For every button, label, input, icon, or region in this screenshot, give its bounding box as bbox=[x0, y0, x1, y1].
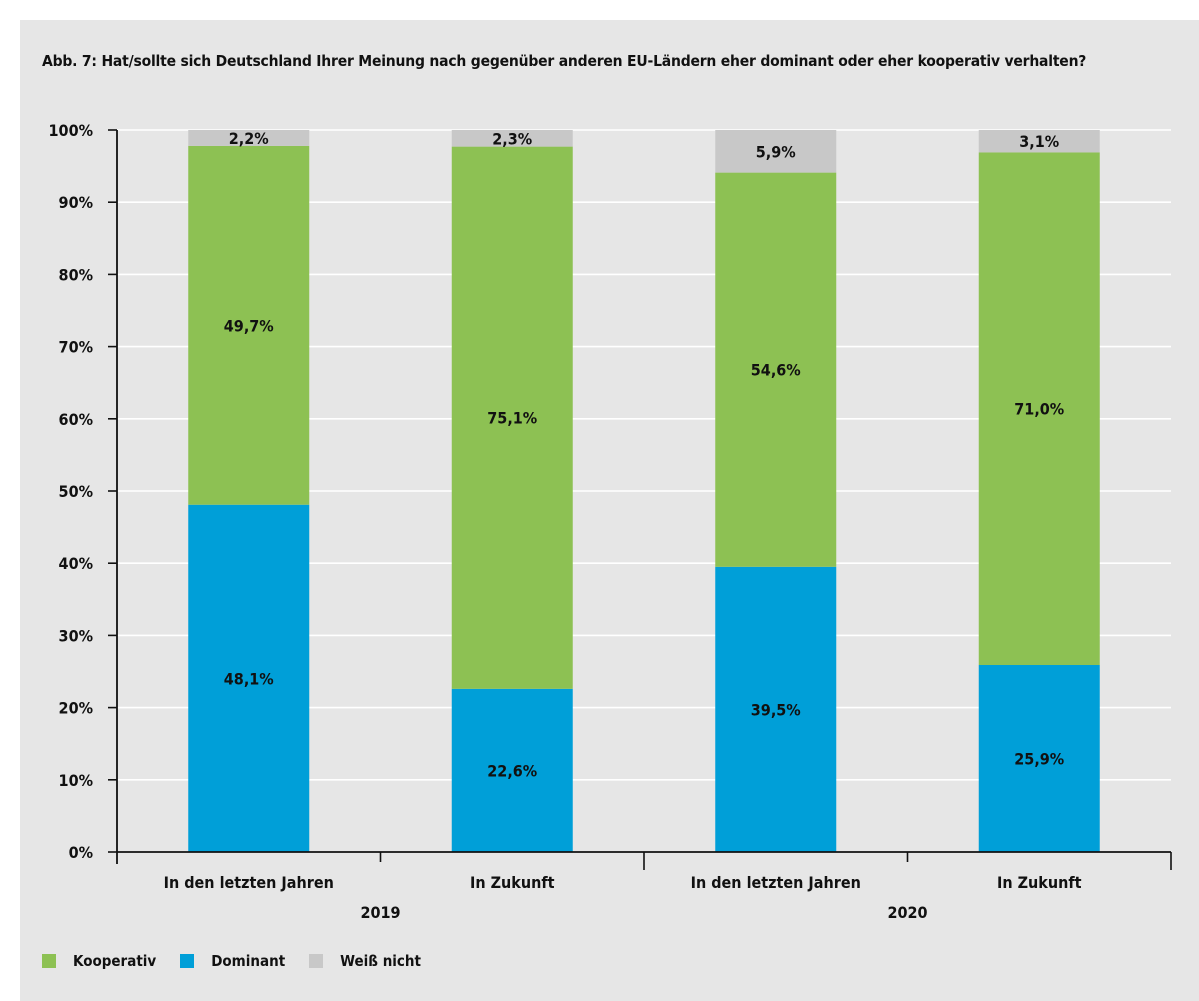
bar-series bbox=[188, 130, 1100, 852]
data-label: 2,2% bbox=[229, 129, 269, 148]
data-label: 22,6% bbox=[487, 761, 537, 780]
y-tick-label: 40% bbox=[59, 554, 93, 573]
legend-swatch-dominant bbox=[180, 954, 195, 968]
data-label: 25,9% bbox=[1014, 750, 1064, 769]
legend-label-dominant: Dominant bbox=[211, 952, 286, 970]
legend-swatch-weiss-nicht bbox=[309, 954, 324, 968]
axes bbox=[108, 129, 1172, 870]
bar-segment-kooperativ bbox=[978, 152, 1100, 666]
x-category-label: In Zukunft bbox=[997, 873, 1082, 892]
y-tick-label: 70% bbox=[59, 338, 93, 357]
legend-label-weiss-nicht: Weiß nicht bbox=[340, 952, 421, 970]
bar-segment-kooperativ bbox=[715, 172, 837, 567]
bar-segment-dominant bbox=[978, 665, 1100, 852]
bar-segment-dominant bbox=[715, 566, 837, 852]
bar-segment-wei-nicht bbox=[715, 130, 837, 173]
data-label: 48,1% bbox=[224, 669, 274, 688]
bar-segment-dominant bbox=[451, 688, 573, 852]
y-tick-label: 50% bbox=[59, 482, 93, 501]
chart-labels: 0% 10% 20% 30% 40% 50% 60% 70% 80% 90% 100% 48,1% 49… bbox=[49, 121, 1082, 922]
data-label: 54,6% bbox=[751, 361, 801, 380]
bar-segment-wei-nicht bbox=[188, 130, 310, 146]
x-category-label: In Zukunft bbox=[470, 873, 555, 892]
bar-segment-wei-nicht bbox=[978, 130, 1100, 153]
y-tick-label: 60% bbox=[59, 410, 93, 429]
y-tick-label: 100% bbox=[49, 121, 93, 140]
x-category-label: In den letzten Jahren bbox=[164, 873, 334, 892]
data-label: 49,7% bbox=[224, 316, 274, 335]
x-group-label: 2019 bbox=[360, 903, 400, 922]
data-label: 39,5% bbox=[751, 700, 801, 719]
chart-legend: Kooperativ Dominant Weiß nicht bbox=[42, 951, 445, 971]
x-category-label: In den letzten Jahren bbox=[691, 873, 861, 892]
legend-item-weiss-nicht: Weiß nicht bbox=[309, 952, 421, 970]
x-group-label: 2020 bbox=[887, 903, 927, 922]
data-label: 3,1% bbox=[1019, 132, 1059, 151]
y-tick-label: 90% bbox=[59, 193, 93, 212]
y-tick-label: 20% bbox=[59, 699, 93, 718]
chart-title: Abb. 7: Hat/sollte sich Deutschland Ihre… bbox=[42, 52, 1087, 70]
bar-segment-dominant bbox=[188, 504, 310, 852]
data-label: 71,0% bbox=[1014, 400, 1064, 419]
legend-item-kooperativ: Kooperativ bbox=[42, 952, 156, 970]
bar-segment-wei-nicht bbox=[451, 130, 573, 147]
y-tick-label: 0% bbox=[69, 843, 93, 862]
bar-segment-kooperativ bbox=[451, 146, 573, 689]
y-tick-label: 80% bbox=[59, 265, 93, 284]
legend-label-kooperativ: Kooperativ bbox=[73, 952, 157, 970]
legend-swatch-kooperativ bbox=[42, 954, 56, 968]
data-label: 2,3% bbox=[492, 129, 532, 148]
y-tick-label: 30% bbox=[59, 626, 93, 645]
bar-segment-kooperativ bbox=[188, 145, 310, 505]
data-label: 5,9% bbox=[756, 142, 796, 161]
y-tick-label: 10% bbox=[59, 771, 93, 790]
data-label: 75,1% bbox=[487, 409, 537, 428]
legend-item-dominant: Dominant bbox=[180, 952, 285, 970]
